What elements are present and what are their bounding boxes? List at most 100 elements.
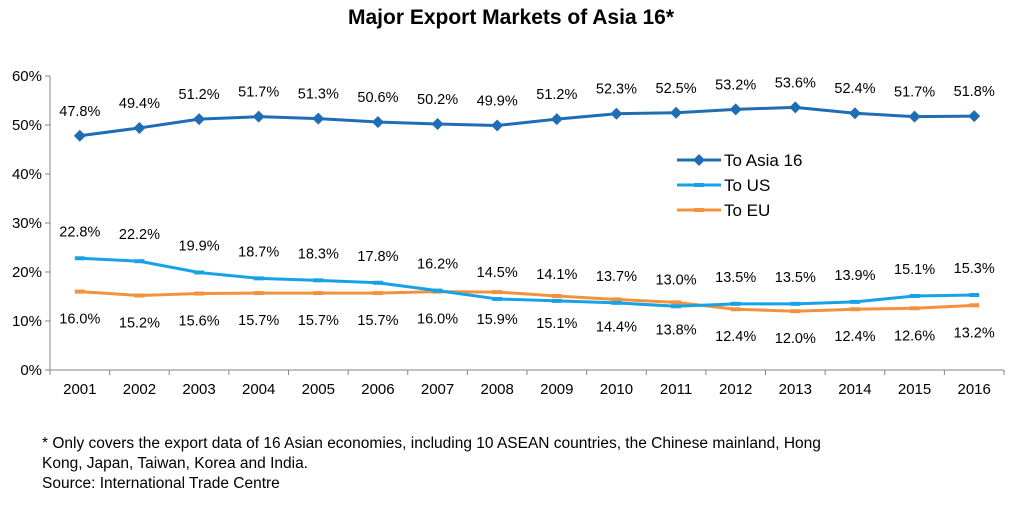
to-us-line xyxy=(79,256,975,308)
to-us-data-label: 13.9% xyxy=(834,268,875,284)
x-tick-label: 2011 xyxy=(660,381,692,398)
y-tick-label: 60% xyxy=(12,68,42,85)
y-tick-label: 10% xyxy=(12,313,42,330)
to-asia-16-point xyxy=(789,101,802,114)
x-tick-label: 2014 xyxy=(838,381,871,398)
to-us-data-label: 13.7% xyxy=(596,269,637,285)
chart-title: Major Export Markets of Asia 16* xyxy=(348,6,674,29)
to-asia-16-line xyxy=(79,105,975,138)
to-us-point xyxy=(372,280,383,285)
to-eu-data-label: 15.7% xyxy=(357,313,398,329)
to-eu-data-label: 15.7% xyxy=(238,313,279,329)
x-tick-label: 2007 xyxy=(421,381,454,398)
to-asia-16-point xyxy=(371,116,384,129)
to-asia-16-point xyxy=(431,118,444,131)
to-asia-16-data-label: 50.6% xyxy=(357,90,398,106)
to-asia-16-data-label: 51.7% xyxy=(238,85,279,101)
to-eu-data-label: 13.8% xyxy=(656,322,697,338)
x-tick-label: 2005 xyxy=(302,381,335,398)
to-asia-16-point xyxy=(550,113,563,126)
to-asia-16-data-label: 52.5% xyxy=(656,81,697,97)
to-eu-point xyxy=(849,307,860,312)
to-eu-data-label: 15.7% xyxy=(298,313,339,329)
to-us-data-label: 15.1% xyxy=(894,262,935,278)
to-asia-16-data-label: 52.4% xyxy=(834,81,875,97)
to-eu-data-label: 16.0% xyxy=(417,312,458,328)
to-us-point xyxy=(253,276,264,281)
to-us-data-label: 16.2% xyxy=(417,257,458,273)
to-asia-16-point xyxy=(312,112,325,125)
to-us-point xyxy=(74,256,85,261)
to-eu-data-label: 15.2% xyxy=(119,316,160,332)
footnote: * Only covers the export data of 16 Asia… xyxy=(42,434,1002,494)
to-eu-data-label: 15.1% xyxy=(536,316,577,332)
to-asia-16-point xyxy=(908,110,921,123)
to-eu-point xyxy=(134,293,145,298)
to-asia-16-data-label: 51.7% xyxy=(894,85,935,101)
x-tick-label: 2016 xyxy=(958,381,991,398)
to-asia-16-data-label: 51.8% xyxy=(954,84,995,100)
to-asia-16-point xyxy=(252,110,265,123)
to-us-data-label: 19.9% xyxy=(179,238,220,254)
to-us-point xyxy=(432,288,443,293)
to-asia-16-data-label: 49.9% xyxy=(477,93,518,109)
legend-label-to-eu: To EU xyxy=(724,201,770,220)
x-tick-label: 2008 xyxy=(481,381,514,398)
to-asia-16-point xyxy=(610,107,623,120)
to-eu-point xyxy=(313,291,324,296)
to-us-point xyxy=(790,301,801,306)
to-eu-point xyxy=(492,290,503,295)
to-asia-16-data-label: 51.2% xyxy=(536,87,577,103)
x-tick-label: 2015 xyxy=(898,381,931,398)
to-eu-point xyxy=(730,307,741,312)
to-eu-point xyxy=(253,291,264,296)
x-tick-label: 2012 xyxy=(719,381,752,398)
to-eu-point xyxy=(551,294,562,299)
to-eu-data-label: 14.4% xyxy=(596,319,637,335)
to-us-data-label: 18.3% xyxy=(298,246,339,262)
to-asia-16-data-label: 51.2% xyxy=(179,87,220,103)
to-eu-line xyxy=(79,290,975,313)
to-eu-point xyxy=(790,309,801,314)
to-asia-16-data-label: 50.2% xyxy=(417,92,458,108)
to-us-data-label: 15.3% xyxy=(954,261,995,277)
footnote-line-2: Kong, Japan, Taiwan, Korea and India. xyxy=(42,455,308,472)
x-tick-label: 2006 xyxy=(361,381,394,398)
to-asia-16-point xyxy=(133,121,146,134)
y-tick-label: 40% xyxy=(12,166,42,183)
legend-label-to-us: To US xyxy=(724,176,770,195)
y-tick-label: 20% xyxy=(12,264,42,281)
to-eu-point xyxy=(194,291,205,296)
legend-marker-to-asia-16 xyxy=(693,154,705,166)
to-eu-data-label: 12.4% xyxy=(715,329,756,345)
to-asia-16-data-label: 52.3% xyxy=(596,82,637,98)
to-us-data-label: 17.8% xyxy=(357,249,398,265)
to-us-data-label: 14.5% xyxy=(477,265,518,281)
to-asia-16-data-label: 53.6% xyxy=(775,75,816,91)
to-asia-16-point xyxy=(73,129,86,142)
legend-label-to-asia-16: To Asia 16 xyxy=(724,151,802,170)
to-eu-point xyxy=(611,297,622,302)
to-asia-16-data-label: 49.4% xyxy=(119,96,160,112)
to-us-point xyxy=(909,294,920,299)
y-tick-label: 0% xyxy=(20,362,42,379)
to-asia-16-point xyxy=(670,106,683,119)
to-asia-16-point xyxy=(848,107,861,120)
to-eu-data-label: 15.6% xyxy=(179,314,220,330)
to-asia-16-data-label: 47.8% xyxy=(59,104,100,120)
x-tick-label: 2009 xyxy=(540,381,573,398)
to-us-data-label: 22.2% xyxy=(119,227,160,243)
to-us-point xyxy=(671,304,682,309)
to-asia-16-point xyxy=(491,119,504,132)
to-asia-16-data-label: 53.2% xyxy=(715,77,756,93)
axes: 0% 10% 20% 30% 40% 50% 60% 2001 2002 2003 2004 2005… xyxy=(12,68,1005,398)
to-eu-data-label: 12.6% xyxy=(894,328,935,344)
to-us-point xyxy=(551,298,562,303)
to-eu-data-label: 15.9% xyxy=(477,312,518,328)
y-tick-label: 30% xyxy=(12,215,42,232)
x-tick-label: 2003 xyxy=(182,381,215,398)
x-tick-label: 2004 xyxy=(242,381,275,398)
to-eu-point xyxy=(372,291,383,296)
to-us-data-label: 18.7% xyxy=(238,244,279,260)
x-tick-label: 2010 xyxy=(600,381,633,398)
